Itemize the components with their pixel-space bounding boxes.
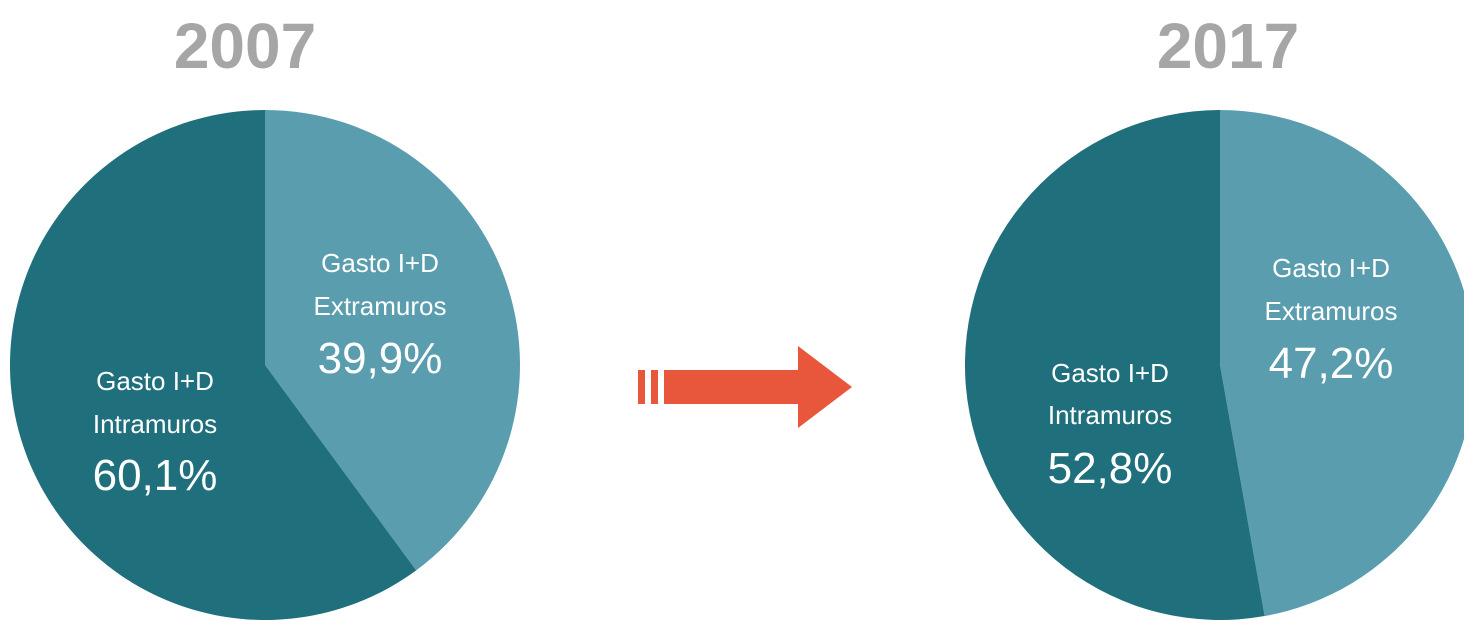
slice-value-2017-intramuros: 52,8%	[1048, 444, 1173, 493]
slice-label-2007-extramuros-line1: Gasto I+D	[321, 248, 439, 278]
pie-chart-2017: 2017 Gasto I+D Extramuros 47,2% Gasto I+…	[965, 10, 1464, 620]
slice-label-2017-extramuros-line1: Gasto I+D	[1272, 253, 1390, 283]
slice-label-2007-intramuros-line1: Gasto I+D	[96, 366, 214, 396]
pie-title-2017: 2017	[1157, 10, 1299, 82]
slice-label-2017-intramuros-line1: Gasto I+D	[1051, 358, 1169, 388]
pie-chart-2007: 2007 Gasto I+D Extramuros 39,9% Gasto I+…	[10, 10, 520, 620]
arrow-stripe-1	[638, 370, 645, 404]
slice-label-2007-extramuros-line2: Extramuros	[314, 291, 447, 321]
arrow-icon	[638, 346, 852, 428]
slice-label-2017-extramuros-line2: Extramuros	[1265, 296, 1398, 326]
slice-label-2007-intramuros-line2: Intramuros	[93, 409, 217, 439]
slice-value-2007-intramuros: 60,1%	[93, 451, 218, 500]
slice-label-2017-intramuros-line2: Intramuros	[1048, 400, 1172, 430]
arrow-stripe-2	[651, 370, 658, 404]
pie-title-2007: 2007	[174, 10, 316, 82]
arrow-body	[664, 346, 852, 428]
slice-value-2007-extramuros: 39,9%	[318, 334, 443, 383]
slice-value-2017-extramuros: 47,2%	[1269, 339, 1394, 388]
